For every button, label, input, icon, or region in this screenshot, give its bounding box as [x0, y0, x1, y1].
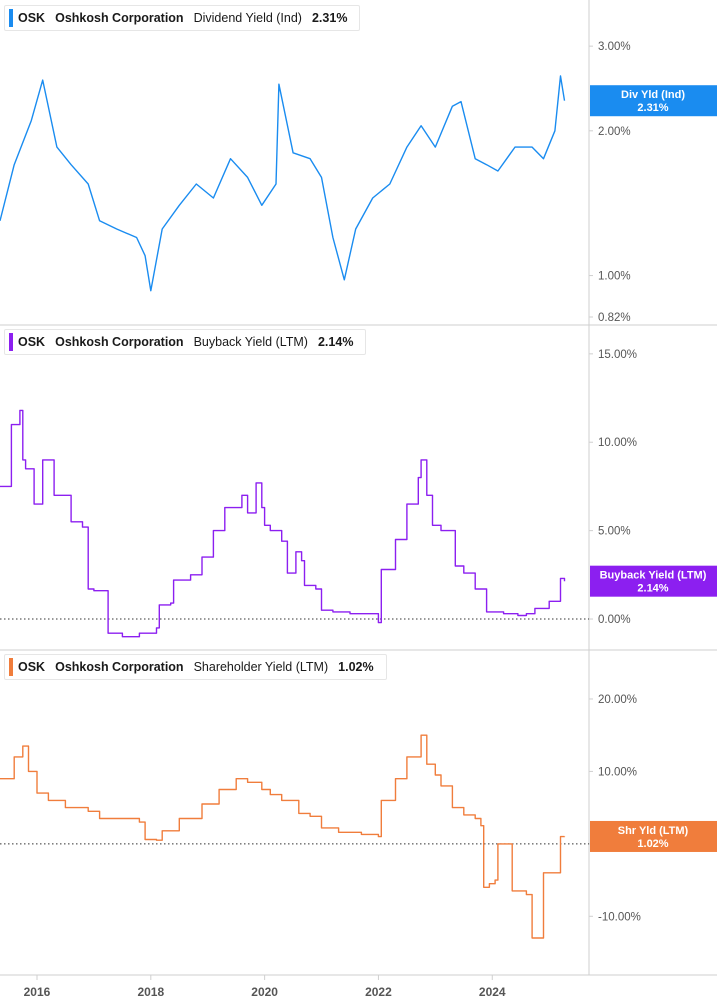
legend-ticker: OSK [18, 660, 46, 674]
legend-company: Oshkosh Corporation [55, 335, 184, 349]
legend-value: 1.02% [338, 660, 374, 674]
legend-metric: Dividend Yield (Ind) [193, 11, 302, 25]
legend-ticker: OSK [18, 11, 46, 25]
x-tick-label: 2016 [24, 985, 51, 999]
value-badge-label: Shr Yld (LTM) [618, 825, 689, 837]
x-tick-label: 2018 [137, 985, 164, 999]
series-line [0, 734, 566, 939]
series-swatch [9, 333, 13, 351]
value-badge [590, 565, 717, 597]
value-badge [590, 820, 717, 852]
y-tick-label: 5.00% [598, 526, 631, 538]
series-swatch [9, 9, 13, 27]
value-badge [590, 85, 717, 117]
value-badge-label: Buyback Yield (LTM) [600, 570, 707, 582]
y-tick-label: 10.00% [598, 766, 637, 778]
legend-shareholder-yield: OSK Oshkosh Corporation Shareholder Yiel… [4, 654, 387, 680]
value-badge-value: 2.14% [637, 583, 668, 595]
value-badge-value: 1.02% [637, 838, 668, 850]
y-tick-label: -10.00% [598, 911, 641, 923]
series-line [0, 75, 566, 292]
y-tick-label: 0.82% [598, 312, 631, 324]
legend-ticker: OSK [18, 335, 46, 349]
y-tick-label: 10.00% [598, 437, 637, 449]
legend-metric: Shareholder Yield (LTM) [193, 660, 329, 674]
legend-value: 2.31% [311, 11, 348, 25]
series-swatch [9, 658, 13, 676]
x-tick-label: 2024 [479, 985, 506, 999]
legend-value: 2.14% [317, 335, 354, 349]
legend-company: Oshkosh Corporation [55, 660, 184, 674]
legend-company: Oshkosh Corporation [55, 11, 184, 25]
legend-dividend-yield: OSK Oshkosh Corporation Dividend Yield (… [4, 5, 361, 31]
x-tick-label: 2022 [365, 985, 392, 999]
x-tick-label: 2020 [251, 985, 278, 999]
legend-metric: Buyback Yield (LTM) [193, 335, 308, 349]
y-tick-label: 15.00% [598, 349, 637, 361]
value-badge-value: 2.31% [637, 102, 668, 114]
y-tick-label: 20.00% [598, 694, 637, 706]
series-line [0, 409, 566, 638]
value-badge-label: Div Yld (Ind) [621, 89, 685, 101]
y-tick-label: 3.00% [598, 41, 631, 53]
y-tick-label: 2.00% [598, 126, 631, 138]
y-tick-label: 1.00% [598, 271, 631, 283]
y-tick-label: 0.00% [598, 614, 631, 626]
legend-buyback-yield: OSK Oshkosh Corporation Buyback Yield (L… [4, 329, 367, 355]
